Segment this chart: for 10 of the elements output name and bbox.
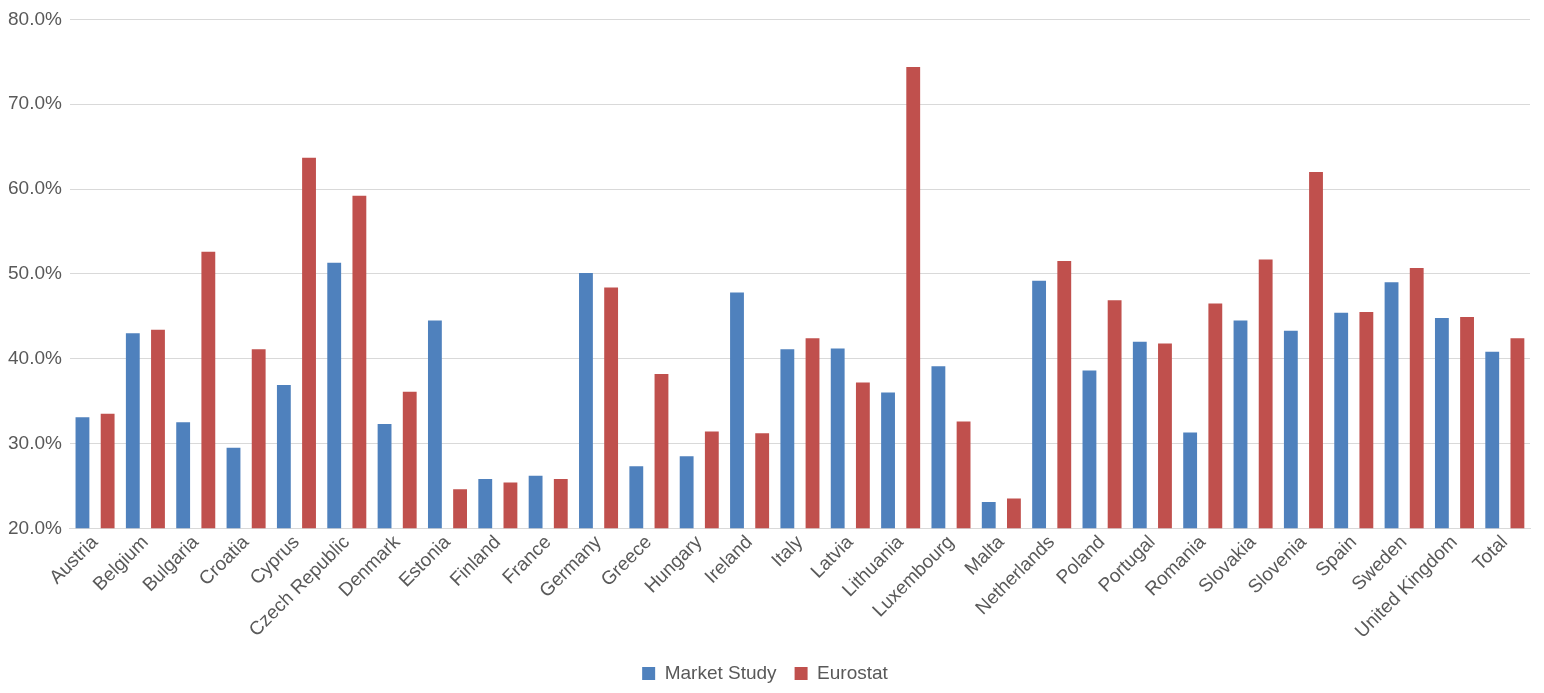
x-tick-label: Italy	[766, 530, 807, 571]
y-tick-label: 40.0%	[8, 346, 62, 368]
y-tick-label: 70.0%	[8, 92, 62, 114]
y-tick-label: 60.0%	[8, 177, 62, 199]
legend-label: Market Study	[664, 661, 778, 683]
legend-label: Eurostat	[817, 661, 889, 683]
y-tick-label: 50.0%	[8, 262, 62, 284]
y-tick-label: 30.0%	[8, 431, 62, 453]
y-tick-label: 80.0%	[8, 7, 62, 29]
y-tick-label: 20.0%	[8, 516, 62, 538]
